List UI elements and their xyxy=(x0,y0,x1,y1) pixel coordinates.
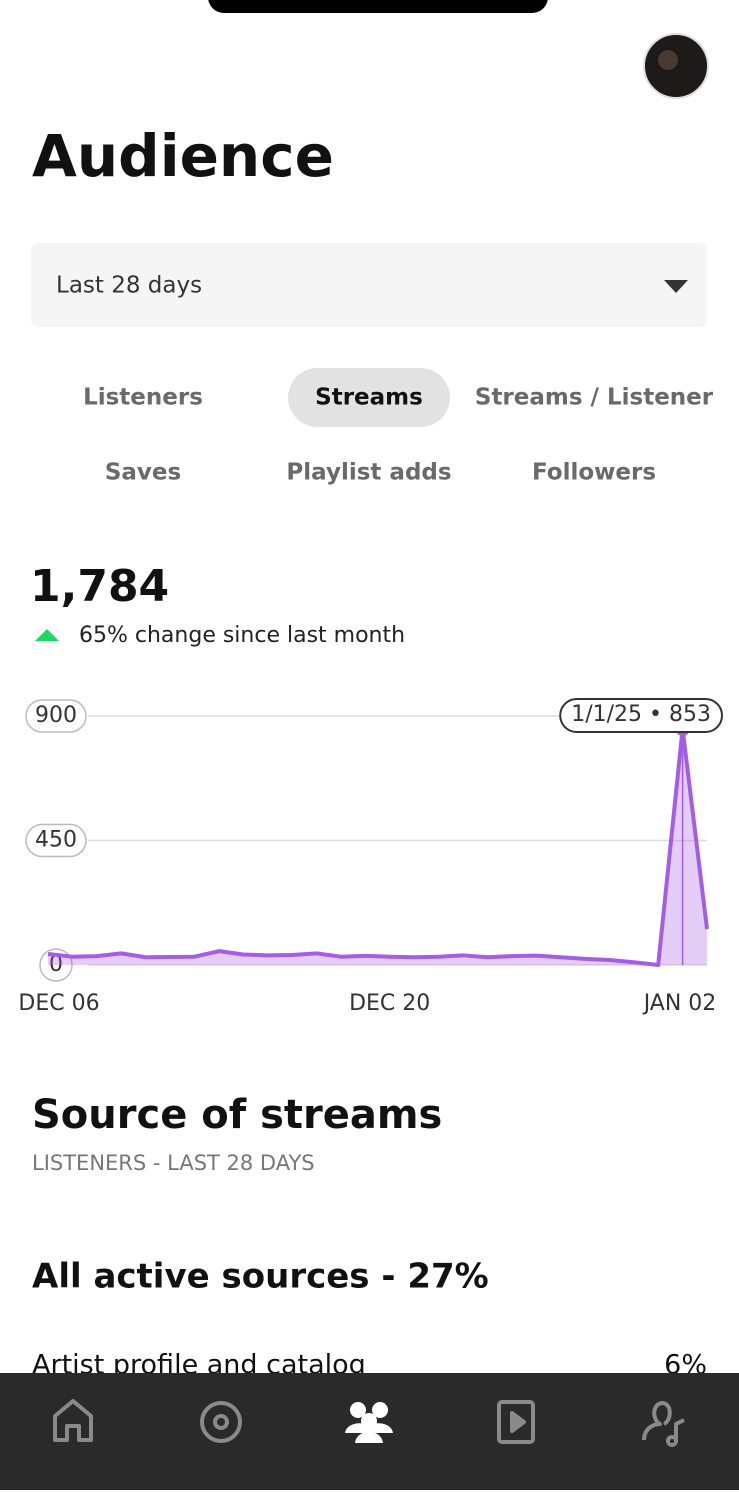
annotation-pill xyxy=(559,698,723,733)
date-range: Last 28 days xyxy=(56,273,202,299)
nav-releases[interactable] xyxy=(497,1400,535,1444)
y-tick-label: 0 xyxy=(49,952,63,977)
tab[interactable]: Saves xyxy=(105,460,181,486)
section-title: Source of streams xyxy=(32,1092,442,1138)
nav-profile-note xyxy=(666,1435,678,1447)
tabs: Listeners Streams Streams / Listener Saves P… xyxy=(83,368,714,486)
avatar-detail xyxy=(658,50,678,70)
chart: 0 450 900 1/1/25 • 853 DEC 06 DEC 20 JAN 02 xyxy=(18,698,723,1016)
area-fill xyxy=(48,729,707,965)
y-tick-pill xyxy=(25,699,87,733)
up-arrow xyxy=(35,629,59,641)
tab[interactable]: Playlist adds xyxy=(286,460,451,486)
x-tick-label: JAN 02 xyxy=(642,991,717,1016)
sources-title: All active sources - 27% xyxy=(32,1257,489,1297)
nav-discover[interactable] xyxy=(200,1401,242,1443)
tab[interactable]: Listeners xyxy=(83,385,203,411)
tab[interactable]: Streams xyxy=(315,385,423,411)
tab[interactable]: Streams / Listener xyxy=(475,385,714,411)
stat-change: 65% change since last month xyxy=(79,623,405,648)
date-dropdown[interactable] xyxy=(31,243,707,327)
x-tick-label: DEC 20 xyxy=(349,991,430,1016)
notch xyxy=(208,0,548,13)
nav-audience[interactable] xyxy=(345,1402,393,1443)
nav-play xyxy=(510,1411,526,1433)
stat-value: 1,784 xyxy=(30,561,169,612)
nav-profile[interactable] xyxy=(642,1401,685,1442)
active-tab-bg xyxy=(288,368,450,427)
section-subtitle: LISTENERS - LAST 28 DAYS xyxy=(32,1151,315,1175)
tab[interactable]: Followers xyxy=(532,460,656,486)
area-line xyxy=(47,727,709,967)
nav-icons xyxy=(53,1399,685,1447)
nav-home[interactable] xyxy=(53,1399,93,1442)
dropdown-arrow xyxy=(664,280,688,293)
y-tick-label: 450 xyxy=(35,828,77,853)
page-title: Audience xyxy=(32,122,334,190)
nav-discover-dot xyxy=(213,1414,229,1430)
y-tick-label: 900 xyxy=(35,703,77,728)
x-tick-label: DEC 06 xyxy=(18,991,99,1016)
annotation: 1/1/25 • 853 xyxy=(571,702,711,727)
y-tick-pill xyxy=(25,823,87,858)
